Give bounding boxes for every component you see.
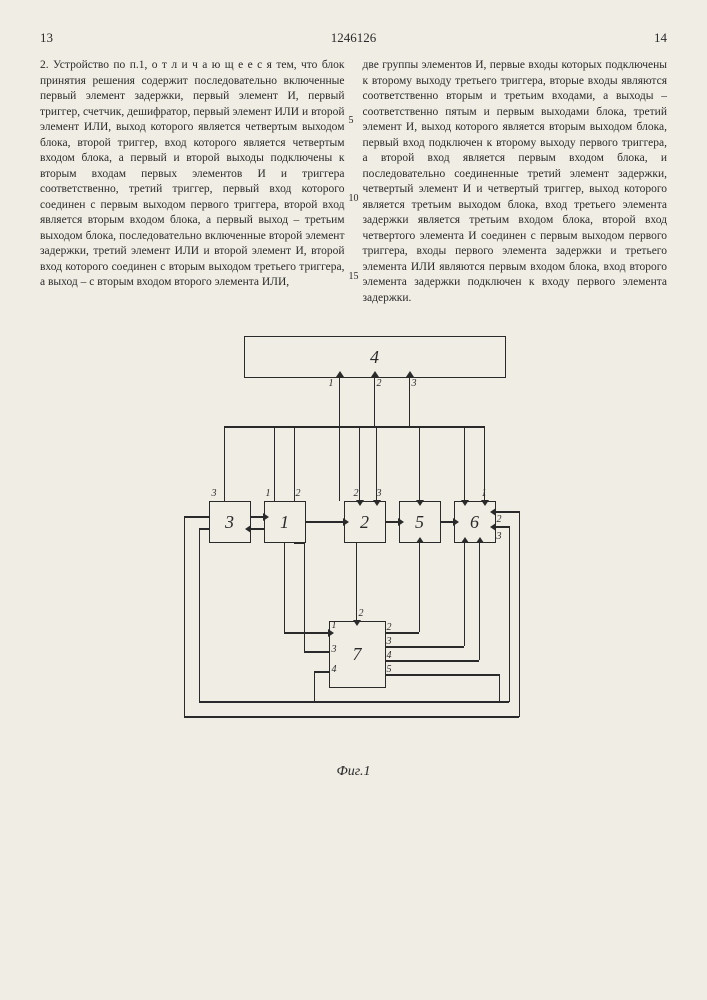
- col-left-text: 2. Устройство по п.1, о т л и ч а ю щ е …: [40, 59, 345, 288]
- port-label: 4: [332, 664, 337, 675]
- block-1: 1: [264, 501, 306, 543]
- figure-label: Фиг.1: [336, 764, 370, 780]
- port-label: 1: [329, 378, 334, 389]
- wire: [464, 542, 466, 646]
- port-label: 2: [387, 622, 392, 633]
- port-label: 1: [332, 620, 337, 631]
- wire: [495, 526, 509, 528]
- wire: [184, 516, 186, 716]
- wire: [250, 516, 264, 518]
- wire: [385, 674, 499, 676]
- port-label: 3: [332, 644, 337, 655]
- wire: [495, 511, 519, 513]
- wire: [356, 542, 358, 621]
- wire: [385, 646, 464, 648]
- page-header: 13 1246126 14: [40, 30, 667, 46]
- wire: [359, 426, 361, 501]
- wire: [479, 542, 481, 660]
- port-label: 5: [387, 664, 392, 675]
- wire: [284, 632, 329, 634]
- col-right-text: две группы элементов И, первые входы кот…: [363, 59, 668, 304]
- port-label: 1: [266, 488, 271, 499]
- wire: [419, 426, 421, 501]
- wire: [440, 521, 454, 523]
- port-label: 3: [412, 378, 417, 389]
- line-marker: 15: [349, 270, 359, 284]
- port-label: 2: [497, 514, 502, 525]
- wire: [250, 528, 264, 530]
- wire: [304, 542, 306, 652]
- wire: [385, 660, 479, 662]
- port-label: 3: [497, 531, 502, 542]
- wire: [284, 542, 286, 632]
- wire: [184, 716, 519, 718]
- wire: [314, 671, 316, 701]
- line-marker: 10: [349, 192, 359, 206]
- port-label: 2: [359, 608, 364, 619]
- block-7: 7: [329, 621, 386, 688]
- page-left: 13: [40, 30, 53, 46]
- wire: [419, 542, 421, 632]
- wire: [274, 426, 276, 501]
- wire: [199, 528, 209, 530]
- wire: [374, 376, 376, 426]
- port-label: 4: [387, 650, 392, 661]
- port-label: 3: [387, 636, 392, 647]
- page-right: 14: [654, 30, 667, 46]
- wire: [294, 542, 304, 544]
- block-2: 2: [344, 501, 386, 543]
- wire: [499, 674, 501, 701]
- port-label: 1: [482, 488, 487, 499]
- figure-1: 4 3 1 2 5 6 7 1 2 3 3 1 2 2 3 1: [40, 336, 667, 780]
- block-diagram: 4 3 1 2 5 6 7 1 2 3 3 1 2 2 3 1: [164, 336, 544, 756]
- wire: [464, 426, 466, 501]
- wire: [409, 376, 411, 426]
- wire: [224, 426, 484, 428]
- wire: [199, 528, 201, 701]
- wire: [184, 516, 209, 518]
- wire: [339, 376, 341, 501]
- wire: [385, 521, 399, 523]
- wire: [509, 526, 511, 702]
- wire: [305, 521, 344, 523]
- wire: [519, 511, 521, 717]
- line-marker: 5: [349, 114, 354, 128]
- port-label: 2: [296, 488, 301, 499]
- block-3: 3: [209, 501, 251, 543]
- column-left: 2. Устройство по п.1, о т л и ч а ю щ е …: [40, 58, 345, 306]
- port-label: 3: [377, 488, 382, 499]
- wire: [304, 651, 329, 653]
- text-columns: 2. Устройство по п.1, о т л и ч а ю щ е …: [40, 58, 667, 306]
- wire: [224, 426, 226, 501]
- doc-number: 1246126: [331, 30, 377, 46]
- port-label: 2: [377, 378, 382, 389]
- wire: [199, 701, 509, 703]
- wire: [314, 671, 329, 673]
- port-label: 3: [212, 488, 217, 499]
- column-right: 5 10 15 20 две группы элементов И, первы…: [363, 58, 668, 306]
- port-label: 2: [354, 488, 359, 499]
